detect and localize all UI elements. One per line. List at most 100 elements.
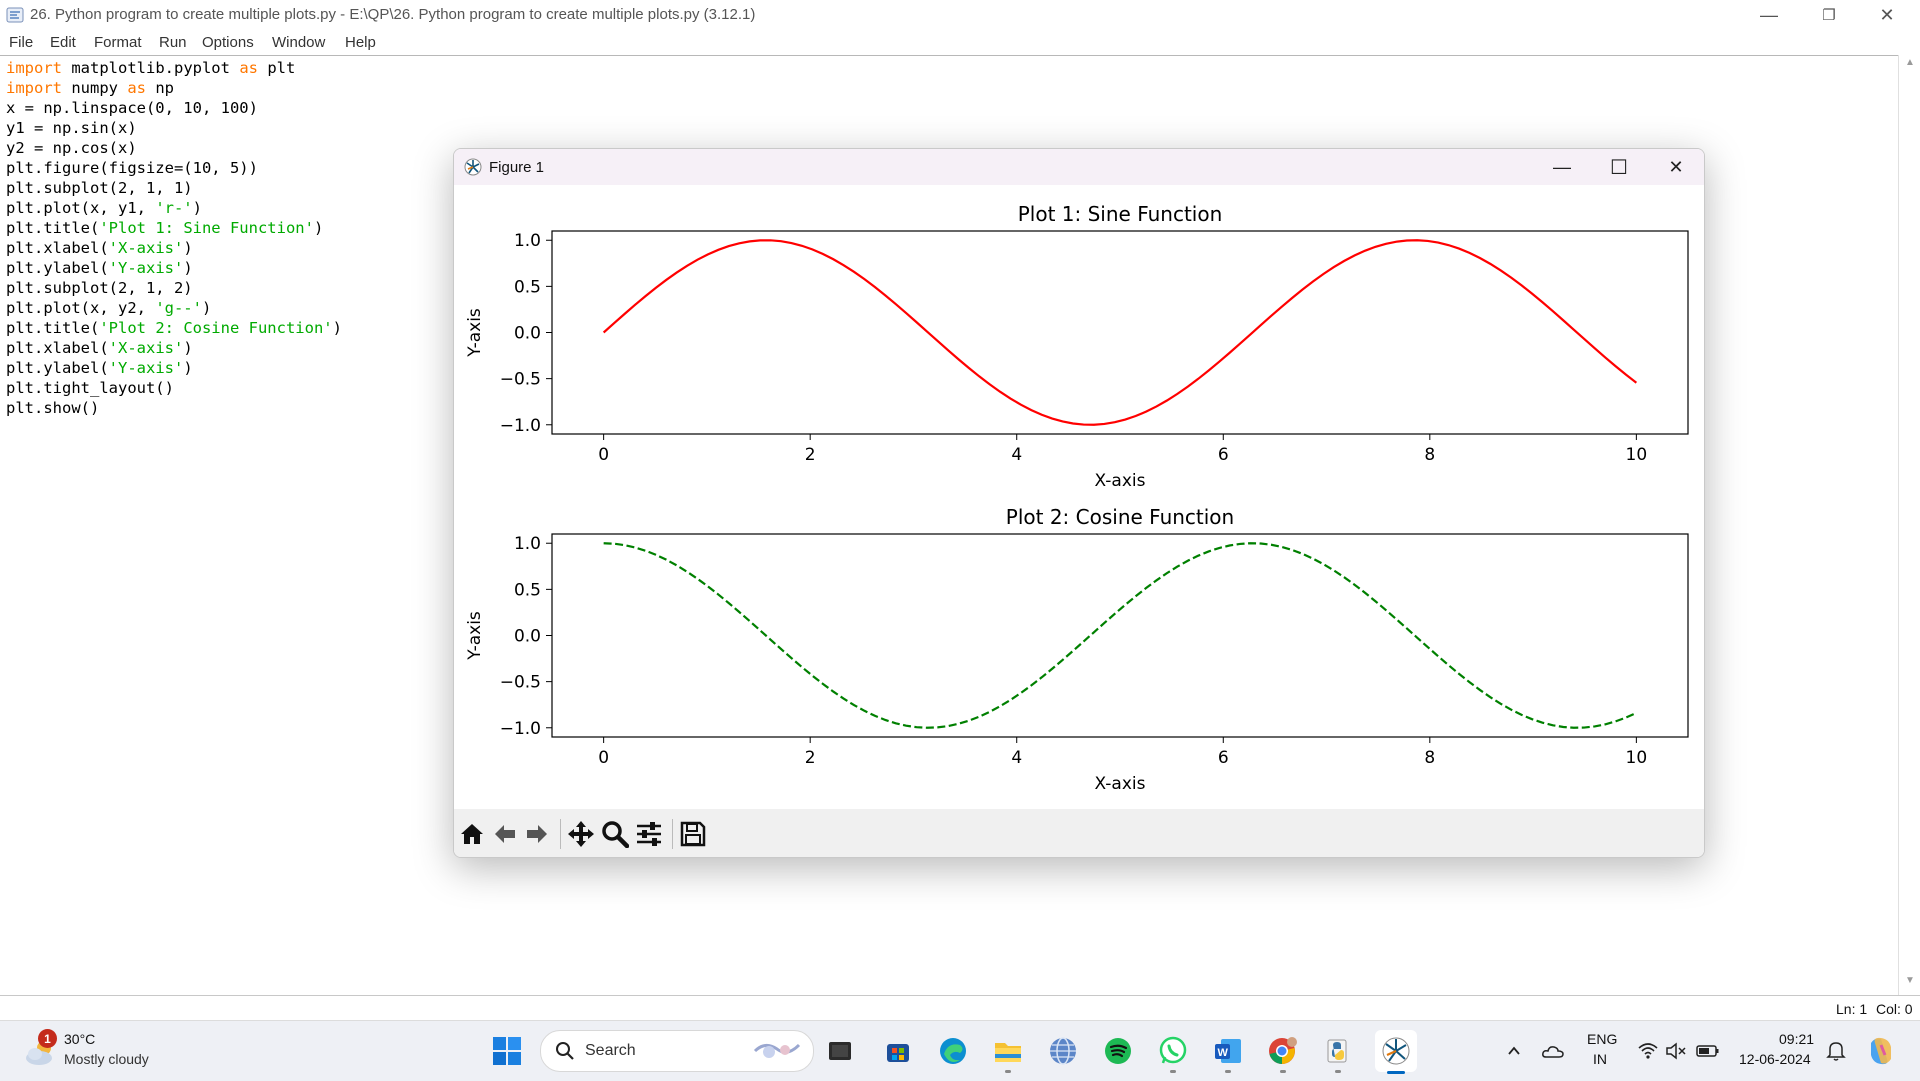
weather-description[interactable]: Mostly cloudy [64,1051,149,1067]
clock-time[interactable]: 09:21 [1779,1031,1815,1047]
code-line: plt.title('Plot 2: Cosine Function') [6,318,342,338]
windows-start-icon[interactable] [489,1033,525,1069]
forward-icon[interactable] [522,819,552,849]
spotify-icon[interactable] [1100,1033,1136,1069]
code-token: plt.ylabel( [6,359,109,377]
menu-edit[interactable]: Edit [50,34,76,51]
figure-minimize-button[interactable]: — [1553,156,1571,177]
code-token: plt.subplot(2, 1, 2) [6,279,193,297]
copilot-icon[interactable] [1864,1034,1898,1068]
code-token: plt.figure(figsize=(10, 5)) [6,159,258,177]
series-line [603,542,1637,729]
wifi-icon[interactable] [1636,1039,1660,1063]
globe-app-icon[interactable] [1045,1033,1081,1069]
code-line: plt.figure(figsize=(10, 5)) [6,158,258,178]
search-placeholder: Search [585,1042,636,1059]
zoom-icon[interactable] [600,819,630,849]
code-line: plt.title('Plot 1: Sine Function') [6,218,323,238]
word-icon[interactable]: W [1210,1033,1246,1073]
input-region[interactable]: IN [1593,1051,1607,1067]
restore-button[interactable]: ❐ [1822,7,1836,24]
editor-titlebar: 26. Python program to create multiple pl… [0,0,1920,30]
minimize-button[interactable]: — [1760,4,1778,25]
clock-date[interactable]: 12-06-2024 [1739,1051,1811,1067]
chart-title: Plot 2: Cosine Function [1006,505,1234,529]
toolbar-separator [560,819,561,849]
pan-icon[interactable] [566,819,596,849]
matplotlib-figure-taskbar-icon[interactable] [1375,1030,1417,1074]
code-token: numpy [62,79,128,97]
y-axis-label: Y-axis [465,308,485,358]
status-line: Ln: 1 [1836,1001,1868,1017]
code-token: 'Plot 1: Sine Function' [99,219,314,237]
figure-maximize-button[interactable]: ☐ [1610,156,1628,179]
menu-file[interactable]: File [9,34,34,51]
menu-window[interactable]: Window [272,34,326,51]
code-token: ) [183,259,193,277]
search-icon [556,1042,574,1060]
x-tick-label: 8 [1424,748,1435,768]
code-token: plt.subplot(2, 1, 1) [6,179,193,197]
code-token: 'Y-axis' [108,359,184,377]
taskbar-search-box[interactable]: Search [540,1030,814,1072]
code-line: plt.subplot(2, 1, 2) [6,278,193,298]
code-line: plt.show() [6,398,99,418]
code-token: 'Plot 2: Cosine Function' [99,319,333,337]
file-explorer-icon[interactable] [990,1033,1026,1073]
code-token: ) [201,299,212,317]
battery-icon[interactable] [1696,1039,1720,1063]
code-token: plt [257,59,296,77]
code-line: plt.tight_layout() [6,378,174,398]
chrome-icon[interactable] [1265,1033,1301,1073]
scroll-down-icon[interactable]: ▼ [1905,975,1915,986]
x-tick-label: 10 [1626,445,1648,465]
vertical-scrollbar[interactable]: ▲ ▼ [1898,55,1920,995]
save-icon[interactable] [678,819,708,849]
figure-titlebar: Figure 1 — ☐ ✕ [454,149,1704,185]
menu-bar: File Edit Format Run Options Window Help [0,30,1920,55]
python-idle-taskbar-icon[interactable] [1320,1033,1356,1073]
x-tick-label: 4 [1011,445,1022,465]
edge-browser-icon[interactable] [935,1033,971,1069]
show-hidden-icons-chevron-up-icon[interactable] [1502,1039,1526,1063]
code-line: plt.subplot(2, 1, 1) [6,178,193,198]
plot-canvas[interactable]: Plot 1: Sine Function 0 2 4 6 8 10 1.0 0.5 0.0 −0.… [454,185,1704,809]
code-token: y2 = np.cos(x) [6,139,137,157]
taskbar: 1 30°C Mostly cloudy Search [0,1020,1920,1081]
configure-icon[interactable] [634,819,664,849]
microsoft-store-icon[interactable] [880,1033,916,1069]
weather-temperature[interactable]: 30°C [64,1031,96,1047]
code-token: plt.title( [6,219,100,237]
code-token: plt.xlabel( [6,339,109,357]
onedrive-cloud-icon[interactable] [1541,1039,1565,1063]
figure-close-button[interactable]: ✕ [1668,156,1684,177]
menu-help[interactable]: Help [345,34,376,51]
code-token: ) [192,199,202,217]
series-line [602,239,1638,426]
input-language[interactable]: ENG [1587,1031,1618,1047]
menu-format[interactable]: Format [94,34,142,51]
chart-title: Plot 1: Sine Function [1018,202,1223,226]
code-token: ) [332,319,342,337]
code-line: import numpy as np [6,78,174,98]
task-view-icon[interactable] [822,1033,858,1069]
code-line: plt.xlabel('X-axis') [6,338,193,358]
y-tick-label: 0.5 [514,277,541,297]
menu-options[interactable]: Options [202,34,254,51]
figure-window: Figure 1 — ☐ ✕ Plot 1: Sine Function 0 2 4 6… [453,148,1705,858]
close-button[interactable]: ✕ [1879,4,1895,25]
volume-muted-icon[interactable] [1664,1039,1688,1063]
home-icon[interactable] [457,819,487,849]
notification-bell-icon[interactable] [1824,1039,1848,1063]
python-idle-icon [6,7,24,23]
code-token: as [239,59,258,77]
x-tick-label: 6 [1218,445,1229,465]
code-token: plt.show() [6,399,100,417]
x-tick-label: 2 [805,748,816,768]
x-tick-label: 4 [1011,748,1022,768]
back-icon[interactable] [490,819,520,849]
whatsapp-icon[interactable] [1155,1033,1191,1073]
menu-run[interactable]: Run [159,34,187,51]
scroll-up-icon[interactable]: ▲ [1905,57,1915,68]
x-tick-label: 6 [1218,748,1229,768]
